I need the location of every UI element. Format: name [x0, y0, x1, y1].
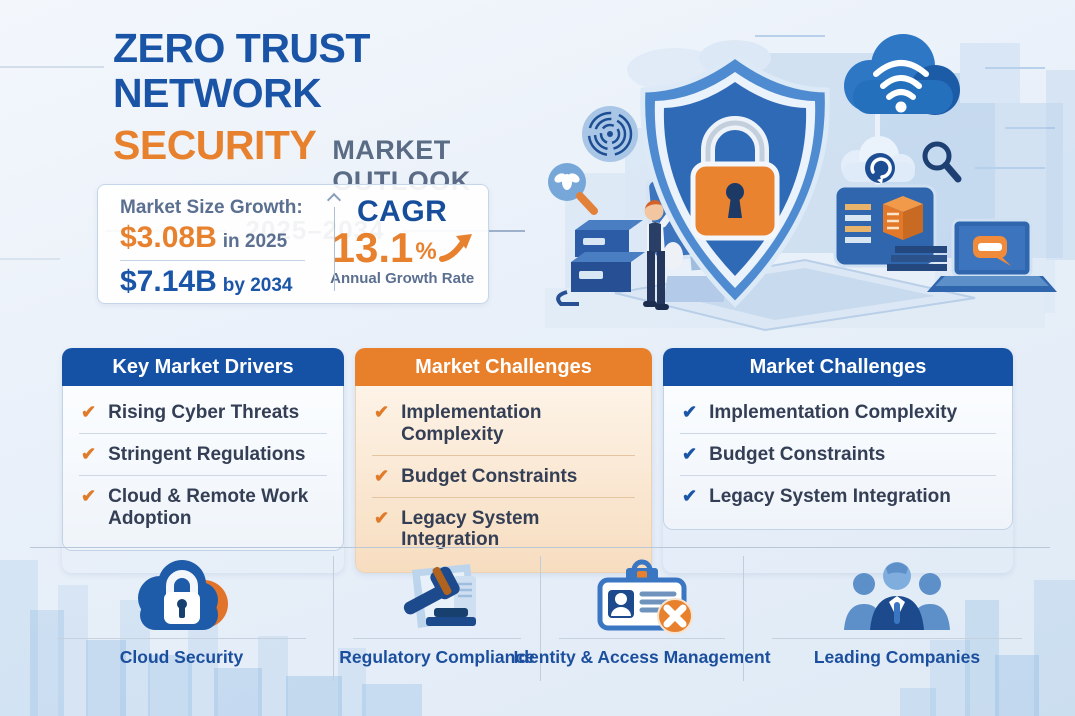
check-icon: ✔: [374, 465, 390, 486]
wifi-cloud-icon: [844, 34, 960, 115]
market-value-2025-suffix: in 2025: [222, 231, 288, 252]
sync-cloud-icon: [841, 136, 915, 184]
check-icon: ✔: [374, 507, 390, 528]
id-badge-icon: [582, 556, 702, 634]
market-value-2025: $3.08B: [120, 221, 217, 254]
card-title: Market Challenges: [355, 348, 652, 386]
features-row: Cloud Security Regulatory Compliance: [30, 556, 1050, 681]
cagr-label: CAGR: [357, 195, 448, 228]
feature-identity-access: Identity & Access Management: [513, 556, 771, 681]
list-item: ✔ Legacy System Integration: [374, 507, 540, 551]
feature-label: Leading Companies: [813, 647, 981, 667]
market-vertical-divider: [334, 207, 335, 291]
cagr-unit: %: [415, 238, 437, 265]
cagr-subtitle: Annual Growth Rate: [330, 270, 475, 287]
market-size-box: Market Size Growth: $3.08B in 2025 $7.14B…: [97, 184, 489, 304]
market-value-2034-suffix: by 2034: [222, 275, 293, 296]
list-item: ✔ Cloud & Remote Work Adoption: [81, 485, 309, 529]
card-title: Key Market Drivers: [62, 348, 344, 386]
growth-arrow-icon: [438, 234, 472, 262]
list-item: ✔ Implementation Complexity: [680, 392, 996, 434]
check-icon: ✔: [682, 443, 698, 464]
feature-leading-companies: Leading Companies: [743, 556, 1050, 681]
title-line1: ZERO TRUST NETWORK: [113, 25, 370, 117]
feature-rule: [352, 638, 522, 639]
check-icon: ✔: [81, 402, 97, 422]
market-value-2034: $7.14B: [120, 265, 217, 298]
data-panel: [833, 184, 947, 271]
fingerprint-icon: [582, 106, 638, 162]
search-icon: [922, 141, 962, 183]
threat-scan-icon: [548, 163, 598, 215]
cards-row: Key Market Drivers ✔ Rising Cyber Threat…: [62, 348, 1013, 574]
check-icon: ✔: [374, 402, 390, 422]
feature-label: Regulatory Compliance: [339, 647, 535, 667]
section-divider: [30, 547, 1050, 548]
title-subtitle: MARKET OUTLOOK: [332, 135, 471, 197]
card-market-challenges-orange: Market Challenges ✔ Implementation Compl…: [355, 348, 652, 574]
check-icon: ✔: [682, 485, 698, 506]
card-title: Market Challenges: [663, 348, 1013, 386]
list-item: ✔ Budget Constraints: [680, 434, 996, 476]
feature-rule: [57, 638, 306, 639]
list-item: ✔ Legacy System Integration: [682, 485, 951, 507]
feature-rule: [771, 638, 1023, 639]
server-stack-icon: [556, 220, 645, 306]
list-item: ✔ Rising Cyber Threats: [79, 392, 327, 434]
feature-rule: [559, 638, 725, 639]
check-icon: ✔: [81, 443, 97, 464]
card-key-market-drivers: Key Market Drivers ✔ Rising Cyber Threat…: [62, 348, 344, 573]
shield-lock-icon: [640, 52, 830, 308]
title-accent: SECURITY: [113, 122, 317, 169]
list-item: ✔ Stringent Regulations: [79, 434, 327, 476]
gavel-icon: [382, 556, 492, 634]
cagr-block: CAGR 13.1 % Annual Growth Rate: [316, 185, 488, 303]
cagr-value: 13.1: [331, 224, 414, 271]
feature-label: Cloud Security: [119, 647, 244, 667]
laptop-chat-icon: [927, 218, 1057, 292]
list-item: ✔ Implementation Complexity: [372, 392, 635, 456]
market-size-growth: Market Size Growth: $3.08B in 2025 $7.14B…: [98, 185, 342, 303]
check-icon: ✔: [682, 402, 698, 422]
team-icon: [832, 556, 962, 634]
market-size-label: Market Size Growth:: [120, 197, 303, 218]
hero-illustration: [545, 34, 1063, 332]
check-icon: ✔: [81, 485, 97, 506]
list-item: ✔ Budget Constraints: [372, 456, 635, 498]
card-market-challenges-blue: Market Challenges ✔ Implementation Compl…: [663, 348, 1013, 573]
feature-regulatory-compliance: Regulatory Compliance: [333, 556, 540, 681]
cloud-lock-icon: [122, 556, 242, 634]
feature-cloud-security: Cloud Security: [30, 556, 333, 681]
feature-label: Identity & Access Management: [513, 647, 771, 667]
market-divider: [120, 260, 305, 261]
